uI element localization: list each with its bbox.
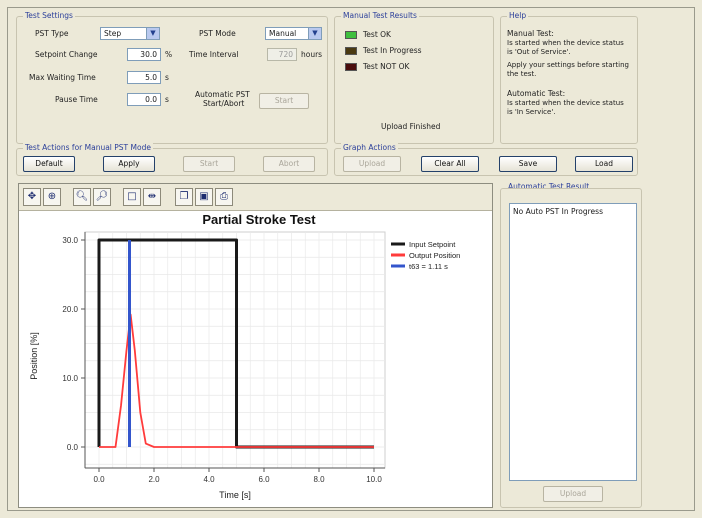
pst-mode-value: Manual (269, 29, 297, 38)
x-tick-label: 8.0 (313, 475, 325, 484)
abort-button[interactable]: Abort (263, 156, 315, 172)
max-waiting-unit: s (165, 73, 169, 82)
chevron-down-icon: ▼ (146, 28, 159, 39)
legend-label: Output Position (409, 251, 460, 260)
time-interval-unit: hours (301, 50, 323, 59)
graph-toolbar: ✥ ⊕ 🔍︎ 🔎︎ □ ⇹ ❐ ▣ ⎙ (19, 184, 492, 211)
max-waiting-label: Max Waiting Time (29, 73, 96, 82)
x-axis-label: Time [s] (219, 490, 251, 500)
help-line: the test. (507, 70, 537, 78)
zoom-in-icon[interactable]: 🔍︎ (73, 188, 91, 206)
y-axis-label: Position [%] (29, 332, 39, 380)
graph-actions-title: Graph Actions (341, 143, 398, 152)
series-line-2 (99, 313, 374, 448)
setpoint-change-label: Setpoint Change (35, 50, 98, 59)
time-interval-input[interactable]: 720 (267, 48, 297, 61)
start-button[interactable]: Start (183, 156, 235, 172)
chart-axes: 0.0 2.0 4.0 6.0 8.0 10.0 0.0 10.0 20.0 30.0 (62, 232, 385, 484)
help-line: Is started when the device status (507, 99, 624, 107)
auto-pst-start-button[interactable]: Start (259, 93, 309, 109)
select-icon[interactable]: □ (123, 188, 141, 206)
zoom-out-icon[interactable]: 🔎︎ (93, 188, 111, 206)
test-ok-led (345, 31, 357, 39)
y-tick-label: 10.0 (62, 374, 78, 383)
pan-icon[interactable]: ✥ (23, 188, 41, 206)
help-line: Apply your settings before starting (507, 61, 629, 69)
pst-mode-label: PST Mode (199, 29, 236, 38)
test-actions-group: Test Actions for Manual PST Mode Default… (16, 143, 328, 176)
cursor-icon[interactable]: ⇹ (143, 188, 161, 206)
pause-time-unit: s (165, 95, 169, 104)
chart-series (97, 238, 374, 449)
manual-results-group: Manual Test Results Test OK Test In Prog… (334, 11, 494, 144)
test-in-progress-led (345, 47, 357, 55)
pst-chart: Partial Stroke Test Time [s] Position [%… (29, 212, 460, 500)
auto-pst-label-line1: Automatic PST (195, 90, 250, 99)
auto-upload-button[interactable]: Upload (543, 486, 603, 502)
chart-legend: Input Setpoint Output Position t63 = 1.11 … (391, 240, 460, 271)
graph-actions-group: Graph Actions Upload Clear All Save Load (334, 143, 638, 176)
test-not-ok-led (345, 63, 357, 71)
test-ok-label: Test OK (363, 30, 391, 39)
save-button[interactable]: Save (499, 156, 557, 172)
clear-all-button[interactable]: Clear All (421, 156, 479, 172)
help-line: is 'Out of Service'. (507, 48, 571, 56)
save-icon[interactable]: ▣ (195, 188, 213, 206)
upload-button[interactable]: Upload (343, 156, 401, 172)
print-icon[interactable]: ⎙ (215, 188, 233, 206)
default-button[interactable]: Default (23, 156, 75, 172)
load-button[interactable]: Load (575, 156, 633, 172)
upload-status-text: Upload Finished (381, 122, 441, 131)
setpoint-change-input[interactable]: 30.0 (127, 48, 161, 61)
x-tick-label: 6.0 (258, 475, 270, 484)
auto-result-message: No Auto PST In Progress (513, 207, 603, 216)
apply-button[interactable]: Apply (103, 156, 155, 172)
pst-type-value: Step (104, 29, 122, 38)
y-tick-label: 30.0 (62, 236, 78, 245)
test-not-ok-label: Test NOT OK (363, 62, 410, 71)
help-line: Is started when the device status (507, 39, 624, 47)
copy-icon[interactable]: ❐ (175, 188, 193, 206)
x-tick-label: 0.0 (93, 475, 105, 484)
time-interval-label: Time Interval (189, 50, 239, 59)
pause-time-input[interactable]: 0.0 (127, 93, 161, 106)
x-tick-label: 10.0 (366, 475, 382, 484)
auto-result-list[interactable]: No Auto PST In Progress (509, 203, 637, 481)
y-tick-label: 0.0 (67, 443, 79, 452)
help-title: Help (507, 11, 529, 20)
help-group: Help Manual Test: Is started when the de… (500, 11, 638, 144)
test-in-progress-label: Test In Progress (363, 46, 422, 55)
pause-time-label: Pause Time (55, 95, 98, 104)
pst-type-select[interactable]: Step ▼ (100, 27, 160, 40)
zoom-fit-icon[interactable]: ⊕ (43, 188, 61, 206)
auto-result-title: Automatic Test Result (508, 182, 590, 191)
main-window: Test Settings PST Type Step ▼ PST Mode M… (7, 7, 695, 511)
chevron-down-icon: ▼ (308, 28, 321, 39)
x-tick-label: 2.0 (148, 475, 160, 484)
y-tick-label: 20.0 (62, 305, 78, 314)
x-tick-label: 4.0 (203, 475, 215, 484)
test-settings-title: Test Settings (23, 11, 75, 20)
auto-pst-label-line2: Start/Abort (203, 99, 245, 108)
help-line: is 'In Service'. (507, 108, 556, 116)
auto-result-group (500, 188, 642, 508)
manual-results-title: Manual Test Results (341, 11, 419, 20)
chart-title: Partial Stroke Test (202, 212, 316, 227)
setpoint-change-unit: % (165, 50, 173, 59)
test-settings-group: Test Settings PST Type Step ▼ PST Mode M… (16, 11, 328, 144)
test-actions-title: Test Actions for Manual PST Mode (23, 143, 153, 152)
legend-label: Input Setpoint (409, 240, 456, 249)
help-line: Manual Test: (507, 29, 554, 38)
pst-type-label: PST Type (35, 29, 69, 38)
legend-label: t63 = 1.11 s (409, 262, 448, 271)
graph-panel: ✥ ⊕ 🔍︎ 🔎︎ □ ⇹ ❐ ▣ ⎙ Partial Stroke Test … (18, 183, 493, 508)
max-waiting-input[interactable]: 5.0 (127, 71, 161, 84)
pst-mode-select[interactable]: Manual ▼ (265, 27, 322, 40)
help-line: Automatic Test: (507, 89, 566, 98)
